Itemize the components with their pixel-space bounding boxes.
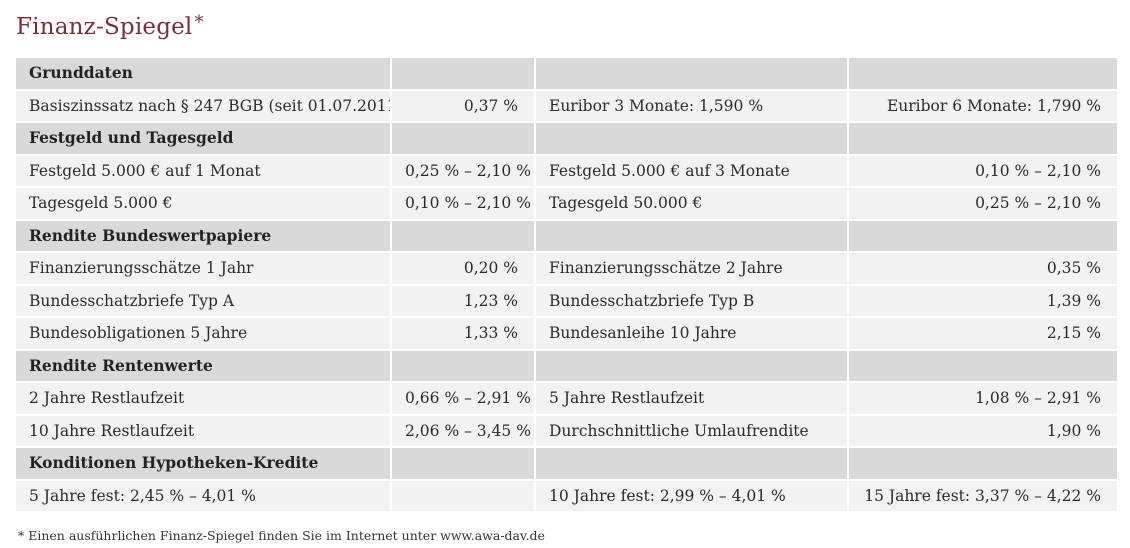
table-cell-value: 2,06 % – 3,45 % bbox=[392, 415, 534, 446]
table-cell-value: 0,35 % bbox=[849, 253, 1117, 284]
section-heading: Festgeld und Tagesgeld bbox=[16, 123, 390, 154]
table-cell-label: Bundesobligationen 5 Jahre bbox=[16, 318, 390, 349]
section-heading-filler bbox=[392, 123, 534, 154]
section-heading: Konditionen Hypotheken-Kredite bbox=[16, 448, 390, 479]
table-cell-label: 5 Jahre fest: 2,45 % – 4,01 % bbox=[16, 480, 390, 511]
table-cell-value: 2,15 % bbox=[849, 318, 1117, 349]
table-cell-value: 15 Jahre fest: 3,37 % – 4,22 % bbox=[849, 480, 1117, 511]
section-heading-filler bbox=[536, 350, 847, 381]
finance-table: Grunddaten Basiszinssatz nach § 247 BGB (… bbox=[16, 58, 1117, 511]
table-cell-value: 1,90 % bbox=[849, 415, 1117, 446]
section-heading-filler bbox=[536, 220, 847, 251]
section-heading-filler bbox=[849, 220, 1117, 251]
table-cell-label: 5 Jahre Restlaufzeit bbox=[536, 383, 847, 414]
table-cell-value: 0,10 % – 2,10 % bbox=[392, 188, 534, 219]
table-cell-label: Tagesgeld 5.000 € bbox=[16, 188, 390, 219]
table-cell-label: Durchschnittliche Umlaufrendite bbox=[536, 415, 847, 446]
table-cell-value: 0,37 % bbox=[392, 90, 534, 121]
table-cell-label: Bundesschatzbriefe Typ B bbox=[536, 285, 847, 316]
footnote: * Einen ausführlichen Finanz-Spiegel fin… bbox=[18, 528, 545, 543]
section-heading: Rendite Bundeswertpapiere bbox=[16, 220, 390, 251]
table-cell-label: Basiszinssatz nach § 247 BGB (seit 01.07… bbox=[16, 90, 390, 121]
section-heading-filler bbox=[392, 448, 534, 479]
table-cell-value: 0,66 % – 2,91 % bbox=[392, 383, 534, 414]
table-cell-value bbox=[392, 480, 534, 511]
section-heading: Rendite Rentenwerte bbox=[16, 350, 390, 381]
section-heading-filler bbox=[849, 350, 1117, 381]
table-cell-value: 1,23 % bbox=[392, 285, 534, 316]
section-heading-filler bbox=[392, 220, 534, 251]
table-cell-label: 10 Jahre Restlaufzeit bbox=[16, 415, 390, 446]
section-heading-filler bbox=[536, 448, 847, 479]
section-heading-filler bbox=[849, 58, 1117, 89]
table-cell-label: Tagesgeld 50.000 € bbox=[536, 188, 847, 219]
section-heading-filler bbox=[849, 448, 1117, 479]
section-heading-filler bbox=[392, 58, 534, 89]
table-cell-label: Bundesanleihe 10 Jahre bbox=[536, 318, 847, 349]
table-cell-value: 0,10 % – 2,10 % bbox=[849, 155, 1117, 186]
page-title: Finanz-Spiegel * bbox=[16, 12, 204, 40]
table-cell-value: 0,25 % – 2,10 % bbox=[849, 188, 1117, 219]
table-cell-value: 0,25 % – 2,10 % bbox=[392, 155, 534, 186]
table-cell-value: 1,08 % – 2,91 % bbox=[849, 383, 1117, 414]
table-cell-value: Euribor 6 Monate: 1,790 % bbox=[849, 90, 1117, 121]
table-cell-value: 1,33 % bbox=[392, 318, 534, 349]
table-cell-label: 2 Jahre Restlaufzeit bbox=[16, 383, 390, 414]
section-heading-filler bbox=[849, 123, 1117, 154]
section-heading: Grunddaten bbox=[16, 58, 390, 89]
table-cell-label: Euribor 3 Monate: 1,590 % bbox=[536, 90, 847, 121]
table-cell-label: Bundesschatzbriefe Typ A bbox=[16, 285, 390, 316]
table-cell-label: Finanzierungsschätze 1 Jahr bbox=[16, 253, 390, 284]
section-heading-filler bbox=[536, 123, 847, 154]
page-title-text: Finanz-Spiegel bbox=[16, 14, 193, 40]
table-cell-label: 10 Jahre fest: 2,99 % – 4,01 % bbox=[536, 480, 847, 511]
title-footnote-marker: * bbox=[194, 12, 204, 33]
table-cell-value: 0,20 % bbox=[392, 253, 534, 284]
table-cell-label: Finanzierungsschätze 2 Jahre bbox=[536, 253, 847, 284]
section-heading-filler bbox=[536, 58, 847, 89]
table-cell-label: Festgeld 5.000 € auf 3 Monate bbox=[536, 155, 847, 186]
table-cell-label: Festgeld 5.000 € auf 1 Monat bbox=[16, 155, 390, 186]
section-heading-filler bbox=[392, 350, 534, 381]
table-cell-value: 1,39 % bbox=[849, 285, 1117, 316]
